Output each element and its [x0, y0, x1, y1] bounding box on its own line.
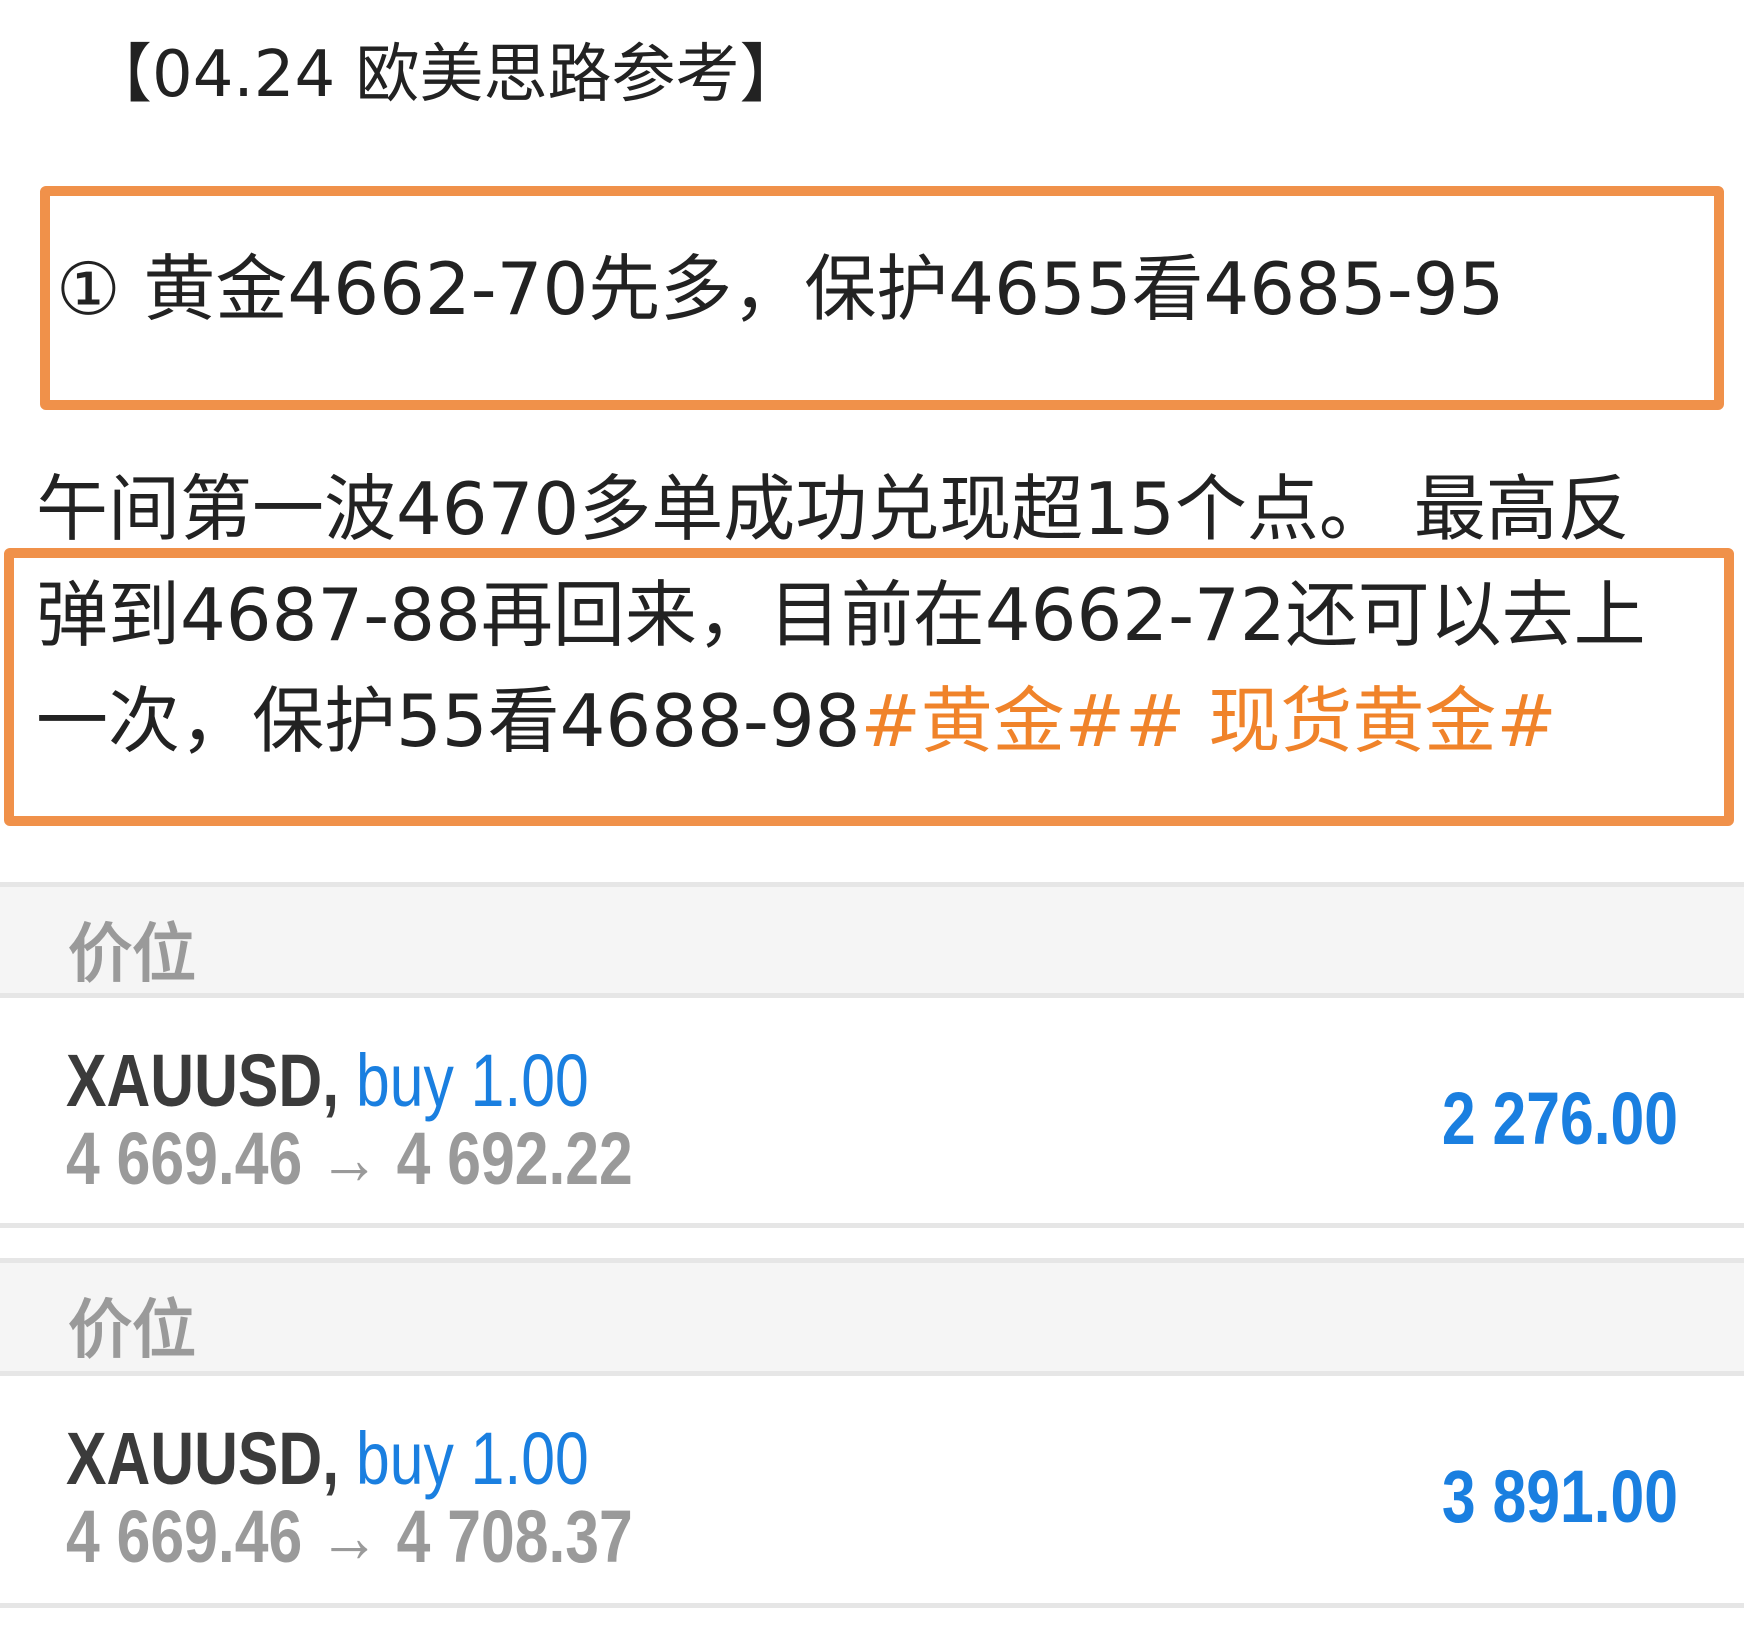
hashtag-link[interactable]: #黄金## 现货黄金#	[860, 679, 1557, 763]
paragraph-line: 一次，保护55看4688-98#黄金## 现货黄金#	[36, 668, 1736, 774]
trade-row[interactable]: XAUUSD, buy 1.00 4 669.46 → 4 708.37 3 8…	[0, 1376, 1744, 1608]
post-title: 【04.24 欧美思路参考】	[88, 38, 804, 112]
paragraph-text: 一次，保护55看4688-98	[36, 679, 861, 763]
trade-side-volume: buy 1.00	[355, 1417, 589, 1500]
trade-prices: 4 669.46 → 4 692.22	[66, 1117, 633, 1200]
trade-symbol: XAUUSD,	[66, 1039, 340, 1122]
trade-prices: 4 669.46 → 4 708.37	[66, 1495, 633, 1578]
highlight-box-plan	[40, 186, 1724, 410]
trade-profit: 3 891.00	[1441, 1455, 1678, 1538]
update-paragraph: 午间第一波4670多单成功兑现超15个点。 最高反 弹到4687-88再回来，目…	[36, 456, 1736, 774]
section-label: 价位	[68, 918, 196, 990]
trade-side-volume: buy 1.00	[355, 1039, 589, 1122]
highlight-box-update	[4, 548, 1734, 826]
section-header: 价位	[0, 882, 1744, 998]
trade-symbol: XAUUSD,	[66, 1417, 340, 1500]
paragraph-line: 弹到4687-88再回来，目前在4662-72还可以去上	[36, 573, 1646, 657]
section-label: 价位	[68, 1294, 196, 1366]
trade-row[interactable]: XAUUSD, buy 1.00 4 669.46 → 4 692.22 2 2…	[0, 998, 1744, 1228]
paragraph-line: 午间第一波4670多单成功兑现超15个点。 最高反	[36, 467, 1630, 551]
trade-plan-text: ① 黄金4662-70先多，保护4655看4685-95	[56, 247, 1505, 331]
trade-profit: 2 276.00	[1441, 1077, 1678, 1160]
section-header: 价位	[0, 1258, 1744, 1376]
